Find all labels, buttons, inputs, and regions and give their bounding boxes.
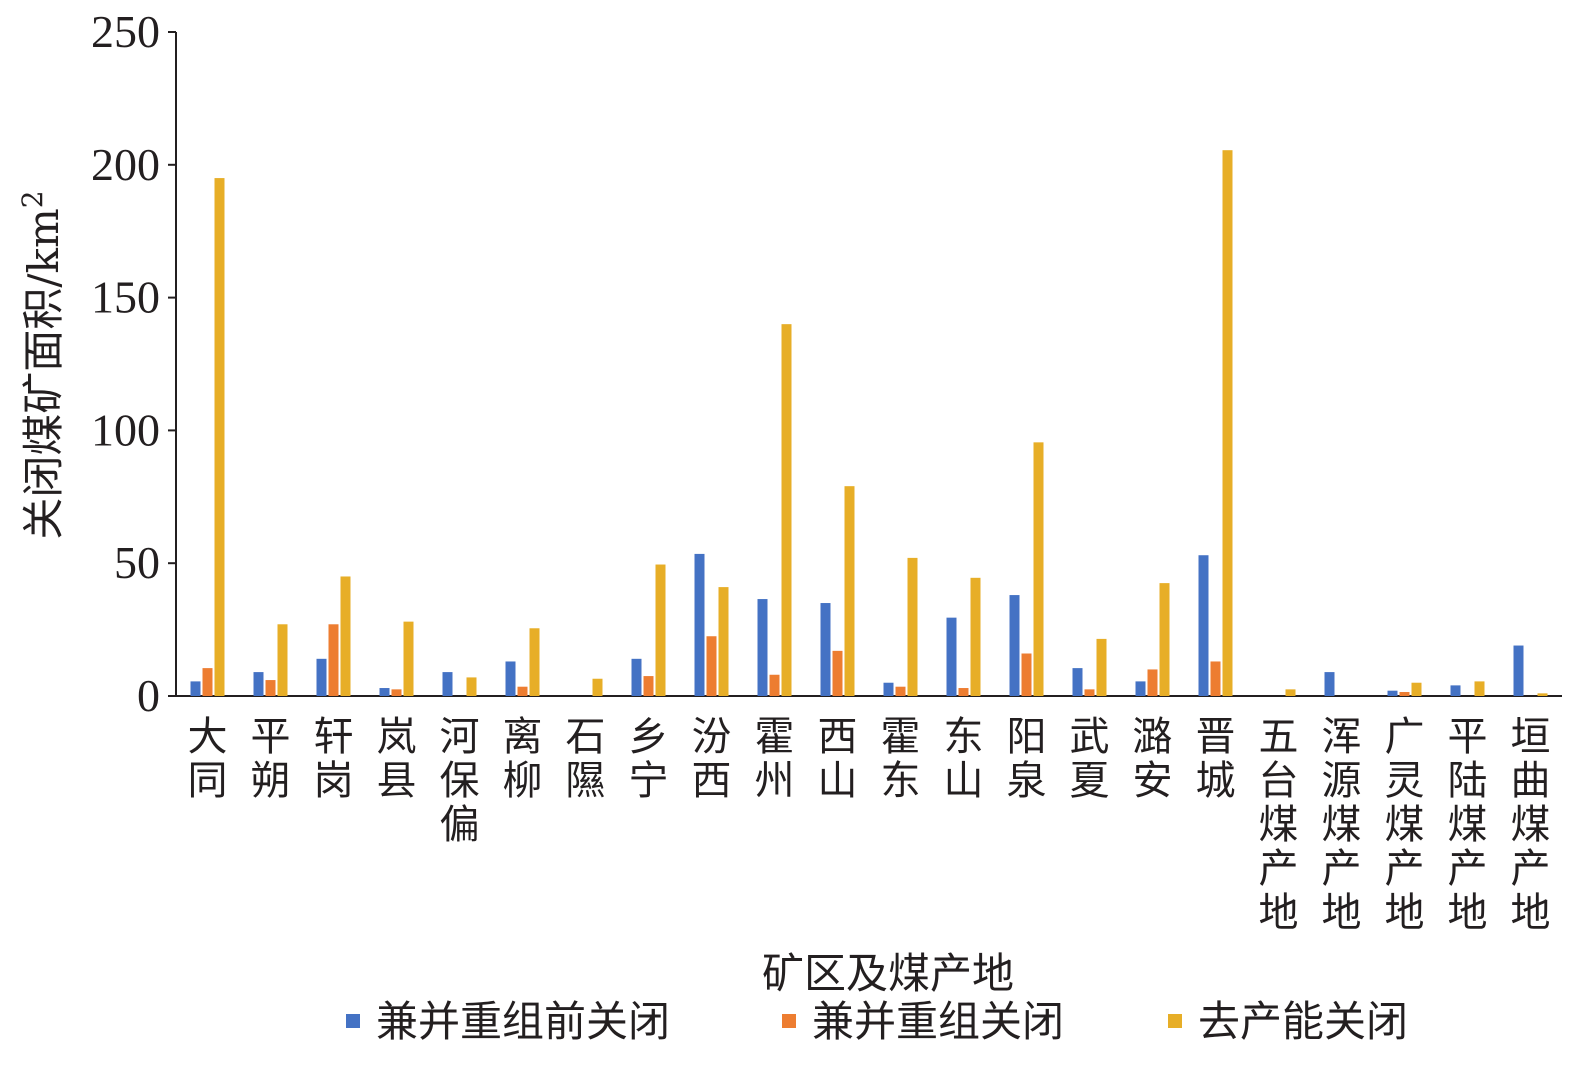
bar-3-13 [970, 577, 981, 696]
bar-2-17 [1210, 661, 1221, 696]
x-axis-title: 矿区及煤产地 [762, 949, 1014, 998]
x-tick-label: 汾西 [692, 714, 732, 804]
x-tick-label: 河保偏 [440, 714, 480, 848]
bar-1-17 [1198, 555, 1209, 696]
x-tick-label: 岚县 [377, 714, 417, 804]
bar-1-9 [694, 553, 705, 696]
bar-3-15 [1096, 638, 1107, 696]
x-tick-label: 垣曲煤产地 [1511, 714, 1551, 936]
bar-3-18 [1285, 689, 1296, 696]
bar-3-2 [277, 624, 288, 696]
bar-3-22 [1537, 693, 1548, 696]
bar-3-16 [1159, 583, 1170, 696]
y-tick-label: 50 [114, 537, 160, 588]
x-tick-label: 广灵煤产地 [1385, 714, 1425, 936]
bar-2-3 [328, 624, 339, 696]
bar-2-9 [706, 636, 717, 696]
x-tick-label: 阳泉 [1007, 714, 1047, 804]
bar-3-1 [214, 178, 225, 696]
legend-swatch-1 [346, 1014, 360, 1028]
bar-3-9 [718, 587, 729, 696]
legend-label-2: 兼并重组关闭 [812, 997, 1064, 1046]
bar-3-14 [1033, 442, 1044, 696]
bar-2-15 [1084, 689, 1095, 696]
bar-2-14 [1021, 653, 1032, 696]
bar-2-12 [895, 686, 906, 696]
bar-1-8 [631, 658, 642, 696]
bar-2-10 [769, 674, 780, 696]
bar-2-16 [1147, 669, 1158, 696]
bar-1-20 [1387, 690, 1398, 696]
legend-swatch-2 [782, 1014, 796, 1028]
bar-3-7 [592, 678, 603, 696]
category-labels: 大同平朔轩岗岚县河保偏离柳石隰乡宁汾西霍州西山霍东东山阳泉武夏潞安晋城五台煤产地… [188, 714, 1551, 936]
bar-2-4 [391, 689, 402, 696]
bar-1-10 [757, 599, 768, 696]
y-axis: 0 50 100 150 200 250 [91, 6, 177, 721]
bar-3-12 [907, 557, 918, 696]
x-tick-label: 浑源煤产地 [1322, 714, 1362, 936]
y-axis-title-superscript: 2 [16, 190, 49, 208]
x-tick-label: 潞安 [1133, 714, 1173, 804]
bar-2-11 [832, 650, 843, 696]
bar-1-15 [1072, 668, 1083, 696]
x-tick-label: 轩岗 [314, 714, 354, 804]
bar-1-4 [379, 688, 390, 696]
x-tick-label: 霍东 [881, 714, 921, 804]
bar-3-17 [1222, 150, 1233, 696]
bar-1-21 [1450, 685, 1461, 696]
bar-1-3 [316, 658, 327, 696]
bar-2-8 [643, 676, 654, 696]
x-tick-label: 大同 [188, 714, 228, 804]
bar-3-21 [1474, 681, 1485, 696]
x-tick-label: 平朔 [251, 714, 291, 804]
legend-swatch-3 [1168, 1014, 1182, 1028]
bar-1-12 [883, 682, 894, 696]
bar-3-5 [466, 677, 477, 696]
bar-1-2 [253, 672, 264, 696]
bar-3-6 [529, 628, 540, 696]
bar-1-13 [946, 617, 957, 696]
bar-3-4 [403, 621, 414, 696]
bar-2-6 [517, 686, 528, 696]
bar-1-5 [442, 672, 453, 696]
bar-2-13 [958, 688, 969, 696]
bar-2-20 [1399, 692, 1410, 696]
x-tick-label: 霍州 [755, 714, 795, 804]
legend-label-3: 去产能关闭 [1198, 997, 1408, 1046]
bar-3-3 [340, 576, 351, 696]
bar-3-8 [655, 564, 666, 696]
bars-group [190, 150, 1548, 696]
bar-1-22 [1513, 645, 1524, 696]
x-tick-label: 西山 [818, 714, 858, 804]
bar-1-1 [190, 681, 201, 696]
bar-1-6 [505, 661, 516, 696]
x-tick-label: 石隰 [566, 714, 606, 804]
x-tick-label: 东山 [944, 714, 984, 804]
bar-1-16 [1135, 681, 1146, 696]
bar-3-10 [781, 324, 792, 696]
bar-1-14 [1009, 595, 1020, 696]
y-tick-label: 0 [137, 670, 160, 721]
x-tick-label: 平陆煤产地 [1448, 714, 1488, 936]
x-tick-label: 晋城 [1196, 714, 1236, 804]
legend-label-1: 兼并重组前关闭 [376, 997, 670, 1046]
x-tick-label: 离柳 [503, 714, 543, 804]
bar-2-1 [202, 668, 213, 696]
y-tick-label: 100 [91, 404, 160, 455]
x-tick-label: 五台煤产地 [1259, 714, 1299, 936]
bar-3-20 [1411, 682, 1422, 696]
y-tick-label: 150 [91, 272, 160, 323]
bar-2-2 [265, 680, 276, 696]
bar-1-11 [820, 603, 831, 696]
y-tick-label: 200 [91, 139, 160, 190]
x-tick-label: 乡宁 [629, 714, 669, 804]
legend: 兼并重组前关闭 兼并重组关闭 去产能关闭 [346, 997, 1408, 1046]
y-axis-title: 关闭煤矿面积/km2 [16, 190, 68, 539]
bar-1-19 [1324, 672, 1335, 696]
x-tick-label: 武夏 [1070, 714, 1110, 804]
y-tick-label: 250 [91, 6, 160, 57]
bar-3-11 [844, 486, 855, 696]
